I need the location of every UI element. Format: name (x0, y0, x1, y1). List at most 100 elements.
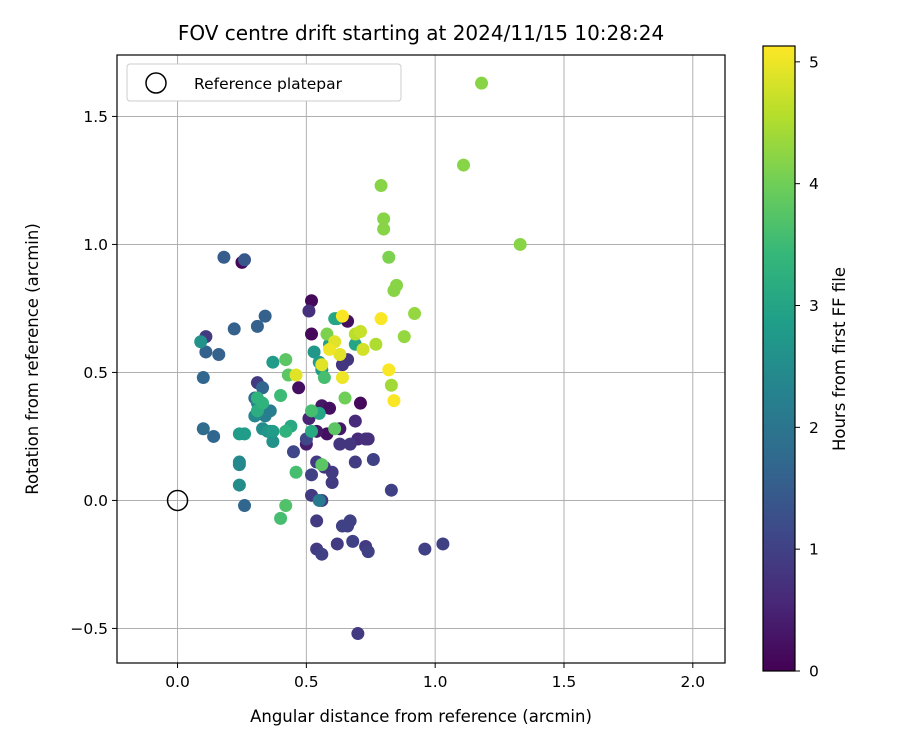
data-point (341, 519, 355, 533)
data-point (361, 545, 375, 559)
plot-frame (116, 54, 726, 664)
data-point (369, 337, 383, 351)
x-axis-label: Angular distance from reference (arcmin) (250, 707, 592, 726)
data-point (305, 424, 319, 438)
data-points (194, 76, 527, 641)
data-point (348, 455, 362, 469)
data-point (194, 335, 208, 349)
colorbar-ticks: 0 1 2 3 4 5 (795, 53, 819, 681)
data-point (323, 401, 337, 415)
data-point (382, 363, 396, 377)
reference-platepar-marker (166, 489, 189, 512)
data-point (279, 499, 293, 513)
data-point (315, 458, 329, 472)
plot-background (117, 55, 725, 663)
data-point (335, 358, 349, 372)
data-point (351, 627, 365, 641)
x-tick-label: 2.0 (680, 673, 705, 691)
data-point (387, 394, 401, 408)
data-point (305, 404, 319, 418)
data-point (408, 307, 422, 321)
y-axis: −0.5 0.0 0.5 1.0 1.5 (70, 108, 117, 638)
data-point (310, 514, 324, 528)
data-point (317, 371, 331, 385)
data-point (315, 358, 329, 372)
data-point (238, 499, 252, 513)
colorbar-frame (762, 45, 796, 672)
data-point (353, 324, 367, 338)
data-point (356, 342, 370, 356)
data-point (333, 348, 347, 362)
data-point (353, 396, 367, 410)
data-point (274, 388, 288, 402)
data-point (382, 250, 396, 264)
data-point (390, 278, 404, 292)
data-point (384, 483, 398, 497)
data-point (199, 345, 213, 359)
colorbar-label: Hours from first FF file (830, 267, 849, 451)
data-point (312, 493, 326, 507)
data-point (330, 537, 344, 551)
data-point (266, 424, 280, 438)
data-point (348, 414, 362, 428)
data-point (335, 309, 349, 323)
y-tick-label: 1.5 (83, 108, 108, 126)
colorbar-tick-label: 4 (809, 175, 819, 193)
colorbar-tick-label: 1 (809, 541, 819, 559)
x-axis: 0.0 0.5 1.0 1.5 2.0 (165, 663, 705, 691)
colorbar-gradient (763, 46, 795, 671)
data-point (238, 253, 252, 267)
data-point (289, 368, 303, 382)
colorbar-tick-label: 3 (809, 297, 819, 315)
data-point (227, 322, 241, 336)
data-point (302, 304, 316, 318)
legend: Reference platepar (126, 63, 402, 102)
data-point (196, 371, 210, 385)
data-point (217, 250, 231, 264)
data-point (266, 355, 280, 369)
data-point (374, 179, 388, 193)
data-point (323, 342, 337, 356)
data-point (250, 391, 264, 405)
data-point (286, 445, 300, 459)
data-point (256, 381, 270, 395)
data-point (279, 424, 293, 438)
data-point (258, 309, 272, 323)
legend-entry-label: Reference platepar (194, 75, 343, 93)
data-point (338, 391, 352, 405)
data-point (289, 465, 303, 479)
data-point (274, 511, 288, 525)
data-point (305, 327, 319, 341)
x-tick-label: 1.5 (552, 673, 577, 691)
data-point (292, 381, 306, 395)
data-point (328, 422, 342, 436)
y-axis-label: Rotation from reference (arcmin) (23, 223, 42, 495)
data-point (384, 378, 398, 392)
data-point (250, 319, 264, 333)
data-point (333, 437, 347, 451)
colorbar-tick-label: 2 (809, 419, 819, 437)
data-point (207, 429, 221, 443)
data-point (374, 312, 388, 326)
y-tick-label: −0.5 (70, 620, 108, 638)
data-point (266, 435, 280, 449)
grid (117, 55, 725, 663)
legend-open-circle-icon (145, 72, 167, 94)
colorbar-tick-label: 0 (809, 663, 819, 681)
data-point (513, 237, 527, 251)
y-tick-label: 0.5 (83, 364, 108, 382)
data-point (232, 478, 246, 492)
colorbar: 0 1 2 3 4 5 Hours from first FF file (762, 45, 849, 681)
data-point (475, 76, 489, 90)
data-point (377, 222, 391, 236)
data-point (315, 547, 329, 561)
data-point (457, 158, 471, 172)
data-point (305, 468, 319, 482)
data-point (346, 534, 360, 548)
legend-box (126, 63, 402, 102)
data-point (418, 542, 432, 556)
data-point (325, 476, 339, 490)
colorbar-tick-label: 5 (809, 53, 819, 71)
y-tick-label: 0.0 (83, 492, 108, 510)
y-tick-label: 1.0 (83, 236, 108, 254)
